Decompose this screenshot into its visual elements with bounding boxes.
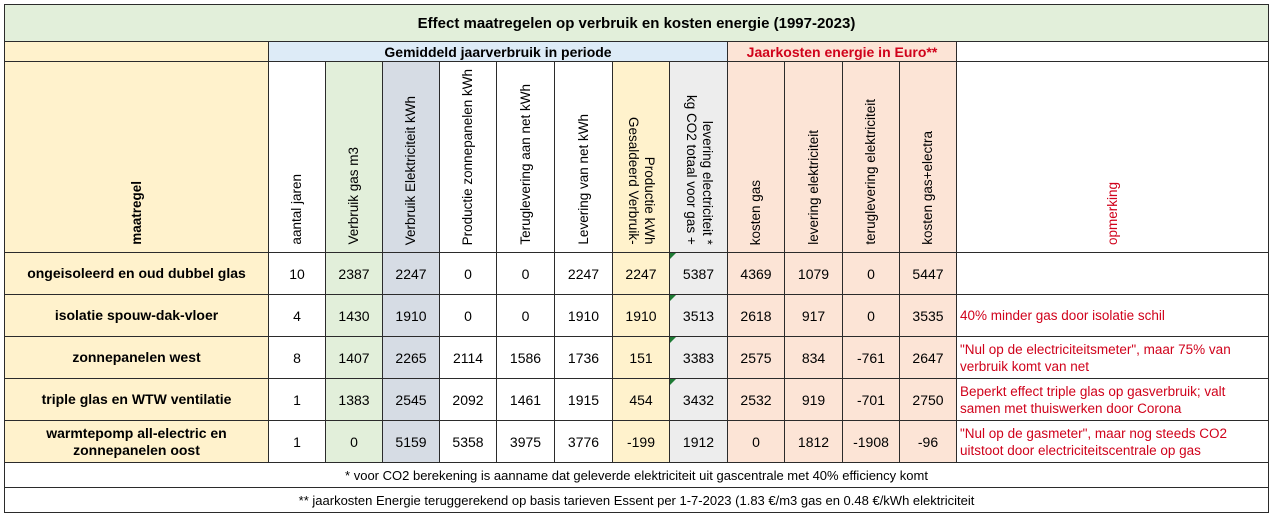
col-header-sald[interactable]: Gesaldeerd Verbruik- Productie kWh	[612, 61, 670, 253]
cell-elec[interactable]: 2545	[382, 378, 440, 421]
cell-co2[interactable]: 3513	[669, 294, 728, 337]
cell-lev[interactable]: 1915	[554, 378, 613, 421]
cell-kterug[interactable]: 0	[842, 252, 900, 295]
cell-elec[interactable]: 2247	[382, 252, 440, 295]
cell-elec[interactable]: 2265	[382, 336, 440, 379]
col-header-co2[interactable]: kg CO2 totaal voor gas + levering electri…	[669, 61, 728, 253]
cell-ktot[interactable]: 2750	[899, 378, 957, 421]
cell-kgas[interactable]: 2532	[727, 378, 785, 421]
cell-sald[interactable]: -199	[612, 420, 670, 463]
cell-kterug[interactable]: -1908	[842, 420, 900, 463]
table-row: warmtepomp all-electric en zonnepanelen o…	[4, 420, 1269, 463]
cell-kterug[interactable]: 0	[842, 294, 900, 337]
cell-co2[interactable]: 1912	[669, 420, 728, 463]
cell-elec[interactable]: 1910	[382, 294, 440, 337]
cell-gas[interactable]: 1430	[325, 294, 383, 337]
cell-opmerking[interactable]: 40% minder gas door isolatie schil	[956, 294, 1269, 337]
cell-co2[interactable]: 3432	[669, 378, 728, 421]
cell-lev[interactable]: 3776	[554, 420, 613, 463]
cell-co2[interactable]: 3383	[669, 336, 728, 379]
cell-opmerking[interactable]: "Nul op de gasmeter", maar nog steeds CO…	[956, 420, 1269, 463]
row-label[interactable]: zonnepanelen west	[4, 336, 269, 379]
cell-klev[interactable]: 1079	[784, 252, 843, 295]
cell-terug[interactable]: 3975	[496, 420, 555, 463]
cost-group-header: Jaarkosten energie in Euro**	[727, 41, 957, 62]
table-row: triple glas en WTW ventilatie 1 1383 254…	[4, 378, 1269, 421]
cell-klev[interactable]: 917	[784, 294, 843, 337]
cell-ktot[interactable]: 2647	[899, 336, 957, 379]
cell-jaren[interactable]: 4	[268, 294, 326, 337]
cell-kgas[interactable]: 0	[727, 420, 785, 463]
cell-kterug[interactable]: -761	[842, 336, 900, 379]
cell-terug[interactable]: 0	[496, 252, 555, 295]
cell-terug[interactable]: 1586	[496, 336, 555, 379]
col-header-lev[interactable]: Levering van net kWh	[554, 61, 613, 253]
cell-klev[interactable]: 1812	[784, 420, 843, 463]
col-header-zon[interactable]: Productie zonnepanelen kWh	[439, 61, 497, 253]
cell-gas[interactable]: 2387	[325, 252, 383, 295]
cell-sald[interactable]: 1910	[612, 294, 670, 337]
col-header-klev[interactable]: levering elektriciteit	[784, 61, 843, 253]
cell-ktot[interactable]: -96	[899, 420, 957, 463]
cell-co2[interactable]: 5387	[669, 252, 728, 295]
cell-sald[interactable]: 2247	[612, 252, 670, 295]
cell-elec[interactable]: 5159	[382, 420, 440, 463]
cell-gas[interactable]: 1383	[325, 378, 383, 421]
energy-table: Effect maatregelen op verbruik en kosten…	[4, 4, 1269, 513]
remark-group-spacer	[956, 41, 1269, 62]
cell-sald[interactable]: 151	[612, 336, 670, 379]
cell-sald[interactable]: 454	[612, 378, 670, 421]
table-title: Effect maatregelen op verbruik en kosten…	[4, 4, 1269, 42]
cell-kgas[interactable]: 4369	[727, 252, 785, 295]
row-label[interactable]: warmtepomp all-electric en zonnepanelen o…	[4, 420, 269, 463]
col-header-terug[interactable]: Teruglevering aan net kWh	[496, 61, 555, 253]
cell-jaren[interactable]: 8	[268, 336, 326, 379]
cell-opmerking[interactable]: Beperkt effect triple glas op gasverbrui…	[956, 378, 1269, 421]
cell-zon[interactable]: 2114	[439, 336, 497, 379]
header-spacer	[4, 41, 269, 62]
col-header-opmerking[interactable]: opmerking	[956, 61, 1269, 253]
cell-kterug[interactable]: -701	[842, 378, 900, 421]
cell-terug[interactable]: 1461	[496, 378, 555, 421]
cell-lev[interactable]: 1736	[554, 336, 613, 379]
col-header-kgas[interactable]: kosten gas	[727, 61, 785, 253]
cell-ktot[interactable]: 3535	[899, 294, 957, 337]
row-label[interactable]: ongeisoleerd en oud dubbel glas	[4, 252, 269, 295]
footnote-costs: ** jaarkosten Energie teruggerekend op b…	[4, 487, 1269, 513]
footnote-co2: * voor CO2 berekening is aanname dat gel…	[4, 462, 1269, 488]
cell-opmerking[interactable]	[956, 252, 1269, 295]
col-header-maatregel[interactable]: maatregel	[4, 61, 269, 253]
col-header-elec[interactable]: Verbruik Elektriciteit kWh	[382, 61, 440, 253]
col-header-ktot[interactable]: kosten gas+electra	[899, 61, 957, 253]
cell-gas[interactable]: 0	[325, 420, 383, 463]
usage-group-header: Gemiddeld jaarverbruik in periode	[268, 41, 728, 62]
col-header-aantal-jaren[interactable]: aantal jaren	[268, 61, 326, 253]
cell-ktot[interactable]: 5447	[899, 252, 957, 295]
cell-opmerking[interactable]: "Nul op de electriciteitsmeter", maar 75…	[956, 336, 1269, 379]
table-row: ongeisoleerd en oud dubbel glas 10 2387 …	[4, 252, 1269, 295]
cell-zon[interactable]: 0	[439, 294, 497, 337]
col-header-kterug[interactable]: teruglevering elektriciteit	[842, 61, 900, 253]
cell-jaren[interactable]: 1	[268, 378, 326, 421]
cell-zon[interactable]: 0	[439, 252, 497, 295]
cell-terug[interactable]: 0	[496, 294, 555, 337]
table-row: zonnepanelen west 8 1407 2265 2114 1586 …	[4, 336, 1269, 379]
cell-kgas[interactable]: 2618	[727, 294, 785, 337]
cell-gas[interactable]: 1407	[325, 336, 383, 379]
cell-jaren[interactable]: 1	[268, 420, 326, 463]
cell-zon[interactable]: 2092	[439, 378, 497, 421]
cell-lev[interactable]: 2247	[554, 252, 613, 295]
cell-kgas[interactable]: 2575	[727, 336, 785, 379]
cell-klev[interactable]: 919	[784, 378, 843, 421]
table-row: isolatie spouw-dak-vloer 4 1430 1910 0 0…	[4, 294, 1269, 337]
cell-lev[interactable]: 1910	[554, 294, 613, 337]
cell-klev[interactable]: 834	[784, 336, 843, 379]
cell-zon[interactable]: 5358	[439, 420, 497, 463]
cell-jaren[interactable]: 10	[268, 252, 326, 295]
row-label[interactable]: isolatie spouw-dak-vloer	[4, 294, 269, 337]
row-label[interactable]: triple glas en WTW ventilatie	[4, 378, 269, 421]
col-header-gas[interactable]: Verbruik gas m3	[325, 61, 383, 253]
